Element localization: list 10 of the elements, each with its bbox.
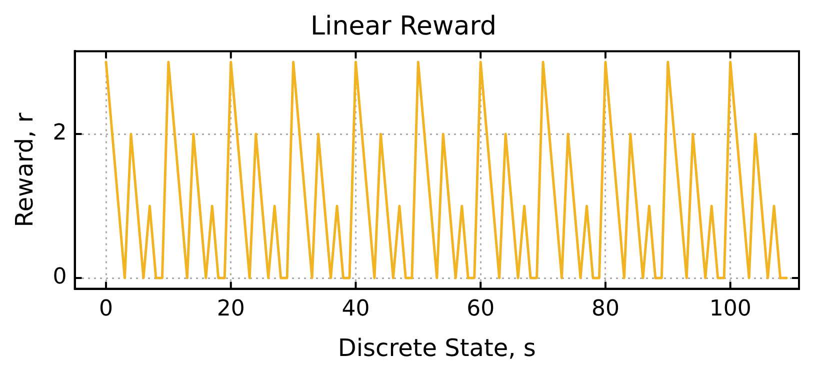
x-tick-label: 20 — [216, 296, 245, 322]
y-tick-label: 2 — [52, 120, 67, 146]
x-tick-label: 60 — [466, 296, 495, 322]
x-axis-title: Discrete State, s — [338, 334, 536, 362]
chart-title: Linear Reward — [310, 11, 496, 42]
x-tick-label: 40 — [342, 296, 370, 322]
x-tick-label: 100 — [709, 296, 752, 322]
x-tick-label: 0 — [99, 296, 114, 322]
y-axis-title: Reward, r — [10, 112, 39, 228]
x-tick-label: 80 — [591, 296, 620, 322]
